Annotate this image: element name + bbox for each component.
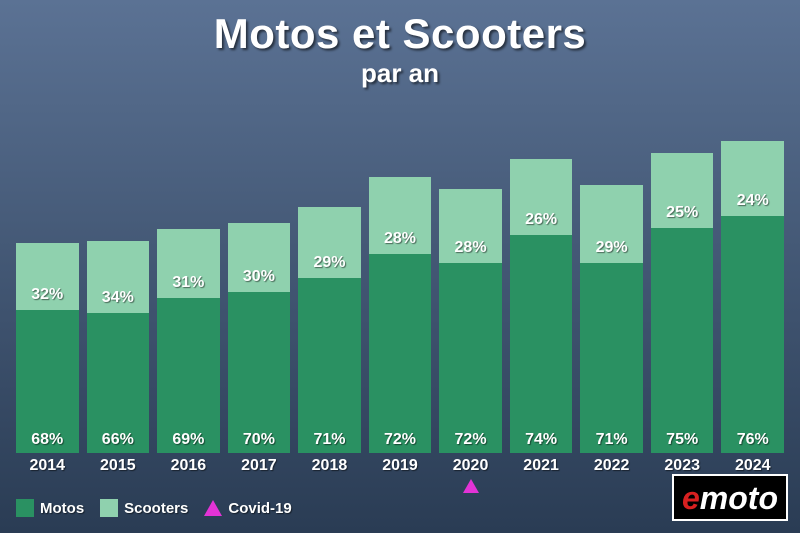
x-axis-label: 2023 [651, 457, 714, 475]
segment-scooters: 34% [87, 241, 150, 313]
bar-slot: 28%72%2020 [439, 118, 502, 453]
legend-label: Motos [40, 500, 84, 517]
legend: Motos Scooters Covid-19 [16, 499, 292, 517]
segment-scooters-label: 29% [580, 235, 643, 261]
bar: 26% 74% [510, 159, 573, 453]
segment-scooters-label: 28% [439, 235, 502, 261]
segment-motos: 70% [228, 292, 291, 453]
legend-swatch-icon [100, 499, 118, 517]
segment-scooters-label: 30% [228, 264, 291, 290]
segment-scooters-label: 29% [298, 250, 361, 276]
chart-container: Motos et Scooters par an 32% 68% 2014 34% 66… [0, 0, 800, 533]
bar: 30% 70% [228, 223, 291, 453]
x-axis-label: 2021 [510, 457, 573, 475]
bar: 28% 72% [369, 177, 432, 453]
bar: 29% 71% [580, 185, 643, 453]
bar-slot: 24%76%2024 [721, 118, 784, 453]
segment-scooters-label: 32% [16, 282, 79, 308]
bar: 32% 68% [16, 243, 79, 453]
x-axis-label: 2020 [439, 457, 502, 475]
bar-slot: 31%69%2016 [157, 118, 220, 453]
segment-motos-label: 72% [455, 427, 487, 453]
logo-rest: moto [700, 480, 778, 516]
segment-motos: 71% [298, 278, 361, 453]
segment-motos: 75% [651, 228, 714, 453]
x-axis-label: 2015 [87, 457, 150, 475]
bar: 28% 72% [439, 189, 502, 453]
legend-item: Motos [16, 499, 84, 517]
bar-slot: 28%72%2019 [369, 118, 432, 453]
segment-motos-label: 69% [172, 427, 204, 453]
segment-scooters: 30% [228, 223, 291, 292]
logo-e: e [682, 480, 700, 516]
segment-motos-label: 68% [31, 427, 63, 453]
segment-motos-label: 71% [313, 427, 345, 453]
segment-motos: 72% [439, 263, 502, 453]
x-axis-label: 2019 [369, 457, 432, 475]
x-axis-label: 2018 [298, 457, 361, 475]
segment-scooters-label: 31% [157, 270, 220, 296]
segment-motos-label: 74% [525, 427, 557, 453]
segment-scooters: 26% [510, 159, 573, 235]
segment-motos-label: 76% [737, 427, 769, 453]
bar-slot: 30%70%2017 [228, 118, 291, 453]
segment-motos-label: 71% [596, 427, 628, 453]
legend-label: Scooters [124, 500, 188, 517]
bar-slot: 32%68%2014 [16, 118, 79, 453]
bar-slot: 25%75%2023 [651, 118, 714, 453]
legend-swatch-icon [16, 499, 34, 517]
x-axis-label: 2014 [16, 457, 79, 475]
chart-area: 32%68%201434%66%201531%69%201630%70%2017… [16, 118, 784, 453]
segment-scooters: 29% [580, 185, 643, 263]
segment-motos-label: 70% [243, 427, 275, 453]
x-axis-label: 2024 [721, 457, 784, 475]
bar: 31% 69% [157, 229, 220, 453]
segment-motos-label: 72% [384, 427, 416, 453]
segment-scooters: 29% [298, 207, 361, 278]
segment-motos-label: 66% [102, 427, 134, 453]
x-axis-label: 2022 [580, 457, 643, 475]
segment-motos: 68% [16, 310, 79, 453]
legend-label: Covid-19 [228, 500, 291, 517]
bar: 29% 71% [298, 207, 361, 453]
segment-scooters-label: 28% [369, 226, 432, 252]
segment-scooters-label: 25% [651, 200, 714, 226]
segment-scooters: 31% [157, 229, 220, 298]
bar-slot: 29%71%2022 [580, 118, 643, 453]
legend-item: Scooters [100, 499, 188, 517]
logo: emoto [672, 474, 788, 521]
chart-title: Motos et Scooters [0, 0, 800, 58]
legend-item: Covid-19 [204, 500, 291, 517]
segment-motos: 76% [721, 216, 784, 453]
x-axis-label: 2016 [157, 457, 220, 475]
chart-subtitle: par an [0, 58, 800, 89]
bar-slot: 29%71%2018 [298, 118, 361, 453]
legend-triangle-icon [204, 500, 222, 516]
segment-motos: 71% [580, 263, 643, 453]
segment-scooters: 32% [16, 243, 79, 310]
bar: 24% 76% [721, 141, 784, 453]
segment-scooters: 24% [721, 141, 784, 216]
bar-slot: 34%66%2015 [87, 118, 150, 453]
bar: 34% 66% [87, 241, 150, 453]
covid-marker-icon [463, 479, 479, 493]
segment-scooters-label: 24% [721, 188, 784, 214]
segment-motos: 66% [87, 313, 150, 453]
segment-motos: 74% [510, 235, 573, 453]
segment-motos-label: 75% [666, 427, 698, 453]
bar-slot: 26%74%2021 [510, 118, 573, 453]
segment-motos: 72% [369, 254, 432, 453]
segment-scooters: 25% [651, 153, 714, 228]
segment-scooters: 28% [369, 177, 432, 254]
segment-scooters: 28% [439, 189, 502, 263]
x-axis-label: 2017 [228, 457, 291, 475]
bar: 25% 75% [651, 153, 714, 453]
segment-motos: 69% [157, 298, 220, 453]
segment-scooters-label: 34% [87, 285, 150, 311]
segment-scooters-label: 26% [510, 207, 573, 233]
